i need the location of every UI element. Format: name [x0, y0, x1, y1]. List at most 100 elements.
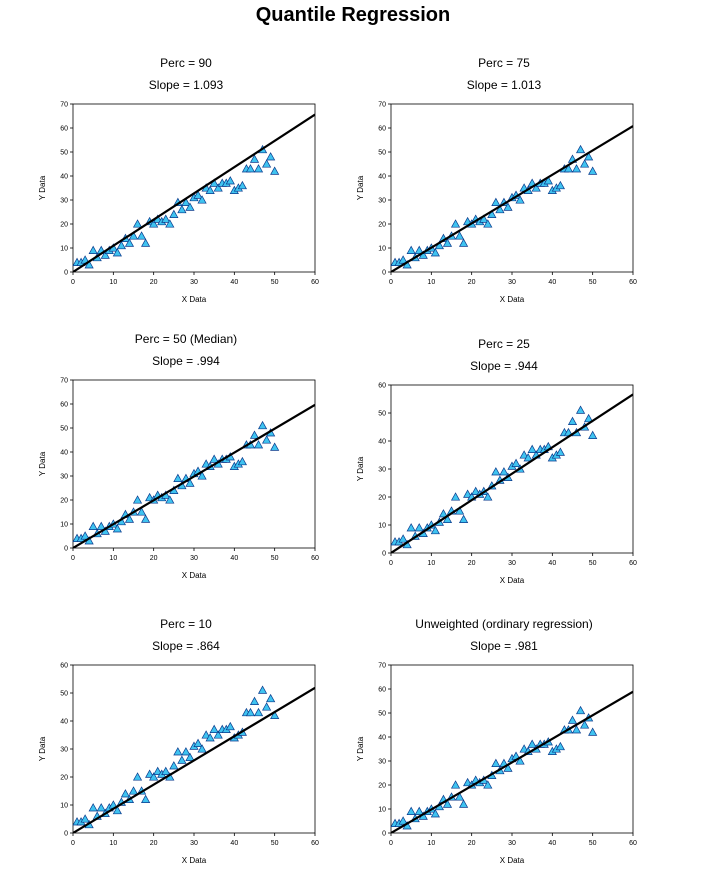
x-tick-label: 60: [311, 840, 319, 847]
y-axis-label: Y Data: [38, 451, 47, 476]
x-axis-label: X Data: [500, 856, 525, 865]
data-point: [414, 806, 424, 815]
chart-slope-label: Slope = .944: [470, 359, 538, 373]
y-tick-label: 60: [378, 383, 386, 390]
y-tick-label: 0: [64, 831, 68, 838]
data-point: [132, 219, 143, 228]
data-point: [406, 523, 416, 532]
y-tick-label: 40: [60, 450, 68, 457]
data-point: [253, 440, 264, 449]
y-tick-label: 30: [60, 474, 68, 481]
data-point: [88, 803, 98, 812]
data-point: [124, 238, 135, 247]
data-point: [454, 792, 465, 801]
data-point: [141, 238, 151, 247]
y-tick-label: 0: [382, 270, 386, 277]
x-tick-label: 20: [150, 279, 158, 286]
y-tick-label: 20: [378, 495, 386, 502]
y-axis-label: Y Data: [356, 456, 365, 481]
x-axis-label: X Data: [500, 295, 525, 304]
data-point: [225, 176, 235, 185]
x-axis-label: X Data: [182, 856, 207, 865]
data-point: [430, 525, 440, 535]
data-point: [173, 473, 183, 482]
data-point: [270, 166, 280, 175]
data-point: [100, 250, 110, 259]
y-tick-label: 70: [60, 102, 68, 109]
data-point: [177, 204, 187, 214]
data-point: [515, 195, 525, 204]
y-tick-label: 10: [60, 246, 68, 253]
y-tick-label: 50: [378, 711, 386, 718]
data-point: [249, 696, 260, 705]
data-point: [479, 214, 489, 223]
x-tick-label: 0: [71, 279, 75, 286]
data-point: [527, 739, 537, 748]
chart-panel-perc-25: Perc = 25 Slope = .944 0 10 20 30 40 50 60 0 10 2…: [334, 337, 674, 607]
data-point: [116, 240, 126, 250]
y-tick-label: 40: [378, 439, 386, 446]
x-tick-label: 20: [150, 555, 158, 562]
data-point: [193, 738, 203, 747]
data-point: [201, 730, 211, 739]
data-point: [495, 204, 505, 214]
data-point: [120, 789, 131, 798]
data-point: [161, 214, 171, 223]
data-point: [398, 534, 408, 543]
data-point: [503, 202, 513, 211]
data-point: [80, 531, 90, 540]
scatter-plot: 0 10 20 30 40 50 60 0 10 20 30 40 50 60 70 X Data Y Data: [356, 102, 637, 305]
x-tick-label: 40: [230, 840, 238, 847]
figure-title: Quantile Regression: [255, 4, 451, 26]
data-point: [96, 803, 106, 812]
data-point: [523, 453, 533, 462]
data-point: [575, 705, 586, 715]
regression-line: [391, 125, 633, 272]
data-point: [450, 780, 461, 789]
data-point: [185, 202, 195, 211]
x-tick-label: 60: [629, 279, 637, 286]
x-tick-label: 20: [468, 560, 476, 567]
x-tick-label: 10: [427, 279, 435, 286]
data-point: [555, 741, 565, 751]
y-tick-label: 40: [60, 174, 68, 181]
data-point: [266, 152, 276, 161]
y-axis-label: Y Data: [356, 175, 365, 200]
data-point: [515, 756, 525, 765]
data-point: [555, 447, 565, 456]
data-point: [177, 755, 187, 764]
data-point: [531, 183, 541, 192]
y-tick-label: 20: [60, 498, 68, 505]
data-point: [575, 405, 586, 414]
scatter-plot: 0 10 20 30 40 50 60 0 10 20 30 40 50 60 X Data Y Data: [38, 663, 319, 866]
data-point: [197, 195, 207, 204]
data-point: [567, 715, 578, 724]
data-point: [270, 442, 280, 451]
data-point: [463, 489, 473, 498]
x-tick-label: 30: [508, 279, 516, 286]
y-tick-label: 0: [382, 831, 386, 838]
data-point: [262, 159, 272, 168]
chart-title: Perc = 25: [478, 337, 530, 351]
x-axis-label: X Data: [182, 571, 207, 580]
y-tick-label: 0: [64, 270, 68, 277]
data-point: [185, 752, 195, 761]
x-tick-label: 0: [389, 560, 393, 567]
chart-panel-perc-50-median: Perc = 50 (Median) Slope = .994 0 10 20 30 4…: [16, 332, 356, 602]
data-point: [213, 183, 223, 192]
data-point: [249, 154, 260, 163]
data-point: [543, 176, 553, 185]
x-tick-label: 30: [190, 279, 198, 286]
data-point: [253, 164, 264, 173]
data-point: [430, 248, 440, 257]
y-tick-label: 70: [378, 102, 386, 109]
data-point: [136, 507, 147, 516]
y-tick-label: 30: [60, 198, 68, 205]
data-point: [580, 159, 590, 168]
data-point: [471, 486, 481, 495]
data-point: [563, 164, 574, 173]
y-tick-label: 50: [378, 150, 386, 157]
data-point: [257, 685, 268, 694]
data-point: [450, 219, 461, 228]
data-point: [499, 467, 509, 476]
